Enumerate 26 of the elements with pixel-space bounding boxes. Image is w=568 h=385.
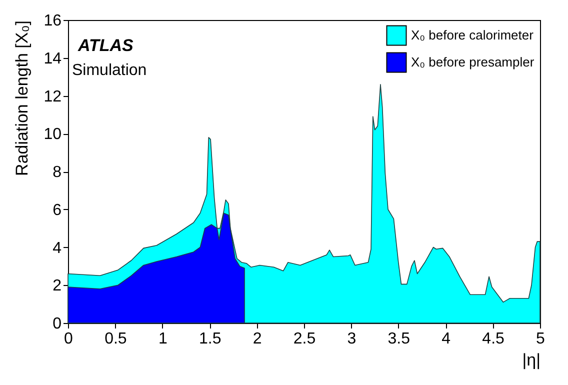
y-tick-label: 2	[52, 278, 62, 295]
y-tick-label: 6	[52, 202, 62, 219]
y-axis-title: Radiation length [X₀]	[12, 20, 32, 176]
annotation: Simulation	[72, 62, 147, 79]
annotation: ATLAS	[77, 36, 134, 55]
x-tick-label: 3.5	[388, 330, 410, 348]
x-tick-label: 5	[536, 330, 546, 348]
x-tick-label: 1.5	[198, 330, 222, 348]
x-axis-title: |η|	[522, 350, 540, 370]
x-tick-label: 3	[347, 330, 356, 348]
x-tick-label: 2.5	[293, 330, 316, 348]
y-tick-label: 10	[44, 126, 62, 144]
y-tick-label: 14	[44, 50, 62, 68]
x-tick-label: 4.5	[482, 330, 505, 348]
x-tick-label: 0	[64, 330, 74, 348]
y-tick-label: 16	[44, 12, 62, 30]
legend-label: X₀ before calorimeter	[411, 28, 534, 42]
y-tick-label: 4	[52, 240, 62, 257]
x-tick-label: 2	[252, 330, 262, 348]
x-tick-label: 0.5	[104, 330, 127, 348]
x-tick-label: 1	[158, 330, 168, 348]
y-tick-label: 0	[52, 316, 62, 332]
y-tick-label: 12	[44, 88, 62, 106]
y-tick-label: 8	[52, 164, 62, 181]
x-tick-label: 4	[442, 330, 451, 348]
legend-label: X₀ before presampler	[411, 54, 535, 70]
